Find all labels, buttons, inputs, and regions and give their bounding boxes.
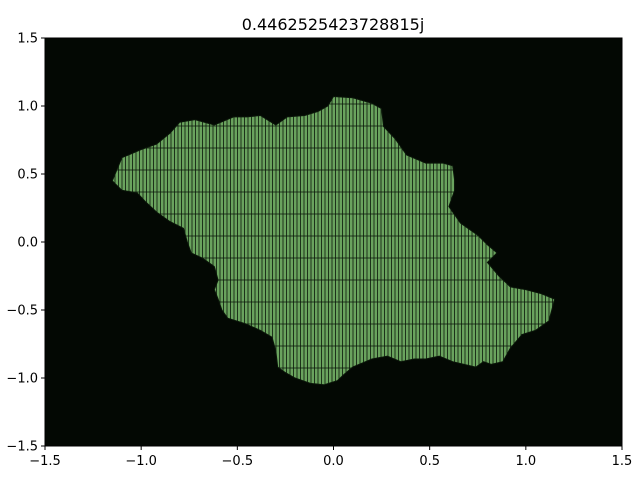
y-tick-label: −1.0: [6, 372, 38, 387]
y-tick-label: 1.5: [17, 32, 38, 47]
x-tick-label: −1.5: [29, 454, 61, 469]
y-tick-label: −0.5: [6, 304, 38, 319]
y-axis: −1.5 −1.0 −0.5 0.0 0.5 1.0 1.5: [6, 32, 45, 455]
x-tick-label: 1.0: [515, 454, 536, 469]
x-axis: −1.5 −1.0 −0.5 0.0 0.5 1.0 1.5: [29, 446, 632, 469]
x-tick-label: 0.0: [323, 454, 344, 469]
x-tick-label: 0.5: [419, 454, 440, 469]
y-tick-label: −1.5: [6, 440, 38, 455]
y-tick-label: 1.0: [17, 100, 38, 115]
y-tick-label: 0.5: [17, 168, 38, 183]
x-tick-label: −1.0: [125, 454, 157, 469]
x-tick-label: 1.5: [612, 454, 633, 469]
chart-title: 0.4462525423728815j: [242, 15, 425, 34]
y-tick-label: 0.0: [17, 236, 38, 251]
x-tick-label: −0.5: [222, 454, 254, 469]
